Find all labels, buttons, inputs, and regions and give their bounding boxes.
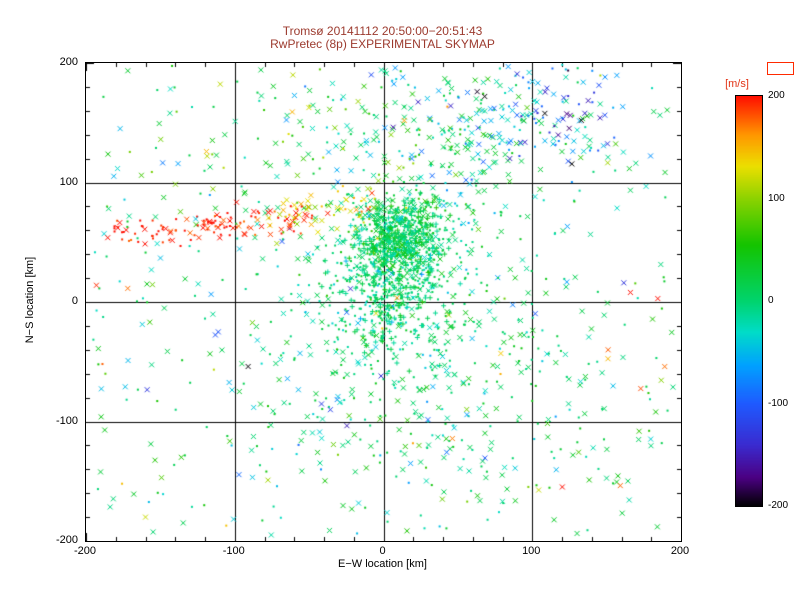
colorbar — [735, 95, 763, 507]
colorbar-tick-label: 0 — [768, 295, 774, 306]
colorbar-tick-label: -100 — [768, 397, 789, 409]
x-tick-label: -200 — [73, 545, 97, 557]
x-tick-label: -100 — [222, 545, 245, 557]
y-tick-label: 100 — [59, 175, 78, 188]
plot-area — [85, 62, 682, 542]
y-tick-label: -100 — [55, 414, 78, 427]
x-tick-label: 100 — [522, 545, 541, 557]
y-axis-label: N−S location [km] — [24, 256, 36, 344]
plot-title-line1: Tromsø 20141112 20:50:00−20:51:43 — [282, 24, 483, 38]
plot-title: Tromsø 20141112 20:50:00−20:51:43 RwPret… — [85, 25, 680, 51]
y-tick-label: 0 — [71, 295, 78, 307]
scatter-canvas — [86, 63, 681, 541]
plot-title-line2: RwPretec (8p) EXPERIMENTAL SKYMAP — [270, 37, 495, 51]
y-tick-label: -200 — [55, 534, 78, 546]
colorbar-gradient — [736, 96, 762, 506]
colorbar-unit-label: [m/s] — [725, 78, 749, 90]
x-tick-label: 200 — [670, 545, 690, 557]
colorbar-tick-label: 200 — [768, 90, 785, 101]
x-axis-label: E−W location [km] — [338, 558, 427, 570]
colorbar-tick-label: 100 — [768, 192, 785, 204]
x-tick-label: 0 — [379, 545, 386, 557]
y-tick-label: 200 — [59, 56, 78, 68]
colorbar-tick-label: -200 — [768, 500, 789, 511]
colorbar-top-marker-box — [767, 62, 794, 75]
